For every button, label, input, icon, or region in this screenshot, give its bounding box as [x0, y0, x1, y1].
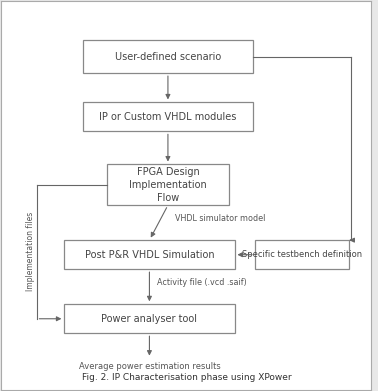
FancyBboxPatch shape	[64, 304, 234, 333]
Text: FPGA Design
Implementation
Flow: FPGA Design Implementation Flow	[129, 167, 207, 203]
Text: Activity file (.vcd .saif): Activity file (.vcd .saif)	[157, 278, 246, 287]
FancyBboxPatch shape	[83, 40, 253, 73]
Text: Fig. 2. IP Characterisation phase using XPower: Fig. 2. IP Characterisation phase using …	[82, 373, 291, 382]
Text: VHDL simulator model: VHDL simulator model	[175, 214, 266, 223]
Text: User-defined scenario: User-defined scenario	[115, 52, 221, 62]
Text: Power analyser tool: Power analyser tool	[101, 314, 197, 324]
FancyBboxPatch shape	[107, 165, 229, 205]
FancyBboxPatch shape	[64, 240, 234, 269]
FancyBboxPatch shape	[83, 102, 253, 131]
Text: Average power estimation results: Average power estimation results	[79, 362, 220, 371]
Text: Specific testbench definition: Specific testbench definition	[242, 250, 362, 259]
Text: IP or Custom VHDL modules: IP or Custom VHDL modules	[99, 112, 237, 122]
Text: Post P&R VHDL Simulation: Post P&R VHDL Simulation	[85, 250, 214, 260]
Text: Implementation files: Implementation files	[26, 212, 35, 291]
FancyBboxPatch shape	[255, 240, 349, 269]
